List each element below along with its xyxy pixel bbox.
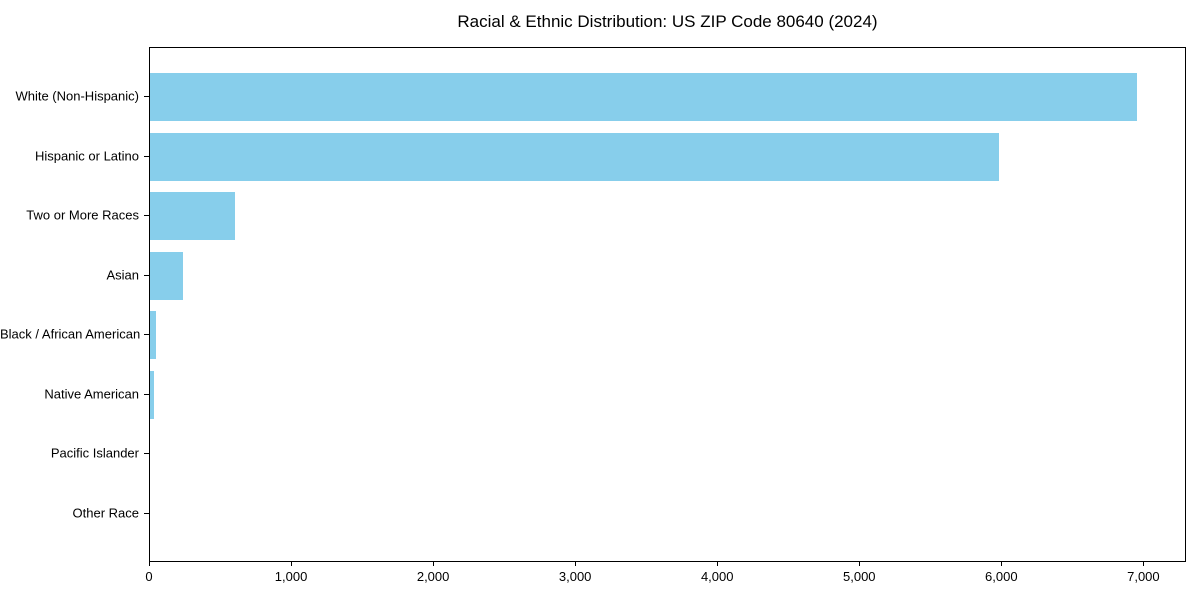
ytick-label: White (Non-Hispanic) — [15, 88, 139, 104]
ytick-label: Pacific Islander — [50, 445, 139, 461]
bar-hispanic-or-latino — [150, 132, 999, 181]
ytick-label: Black / African American — [0, 326, 141, 342]
ytick-mark — [144, 393, 149, 395]
ytick-label: Hispanic or Latino — [34, 148, 139, 164]
ytick-mark — [144, 215, 149, 217]
ytick-mark — [144, 334, 149, 336]
xtick-mark — [859, 562, 861, 566]
xtick-label: 4,000 — [700, 569, 734, 584]
bar-black-african-american — [150, 311, 156, 360]
bar-two-or-more-races — [150, 192, 236, 241]
xtick-mark — [149, 562, 150, 566]
xtick-mark — [1001, 562, 1003, 566]
bar-native-american — [150, 370, 155, 419]
xtick-label: 6,000 — [985, 569, 1018, 584]
xtick-label: 3,000 — [558, 569, 592, 584]
ytick-label: Two or More Races — [26, 207, 139, 223]
plot-area — [149, 47, 1186, 562]
ytick-mark — [144, 453, 149, 455]
ytick-label: Native American — [44, 386, 139, 402]
bar-asian — [150, 251, 184, 300]
ytick-mark — [144, 155, 149, 157]
ytick-mark — [144, 512, 149, 514]
xtick-mark — [291, 562, 293, 566]
xtick-label: 1,000 — [274, 569, 308, 584]
ytick-label: Asian — [106, 267, 139, 283]
xtick-mark — [433, 562, 435, 566]
chart-title: Racial & Ethnic Distribution: US ZIP Cod… — [457, 12, 878, 31]
xtick-mark — [1143, 562, 1145, 566]
ytick-label: Other Race — [72, 505, 139, 521]
ytick-mark — [144, 96, 149, 98]
xtick-label: 0 — [145, 569, 153, 584]
xtick-label: 5,000 — [842, 569, 876, 584]
xtick-label: 2,000 — [416, 569, 450, 584]
bar-white-non-hispanic — [150, 73, 1138, 122]
ytick-mark — [144, 274, 149, 276]
xtick-mark — [717, 562, 719, 566]
xtick-label: 7,000 — [1127, 569, 1160, 584]
xtick-mark — [575, 562, 577, 566]
